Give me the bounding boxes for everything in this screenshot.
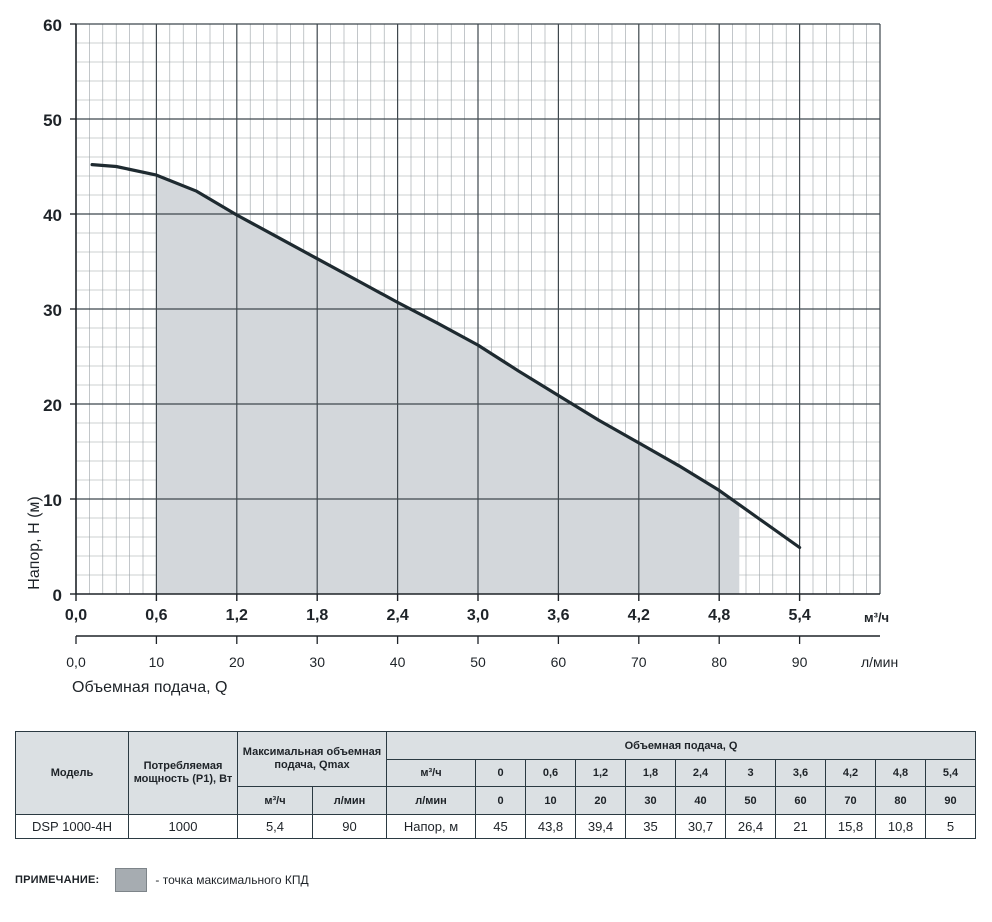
y-tick-label: 40 [43,206,62,225]
table-cell-head: 45 [475,814,526,839]
x-tick-label-lmin: 70 [631,654,647,670]
y-tick-label: 20 [43,396,62,415]
table-header-flow-lmin: 20 [575,786,626,815]
table-cell-head: 43,8 [525,814,576,839]
pump-curve-line [90,163,802,550]
x-axis-title: Объемная подача, Q [72,679,227,696]
x-tick-label-lmin: 40 [390,654,406,670]
table-cell-qmax-m3h: 5,4 [237,814,313,839]
table-cell-power: 1000 [128,814,238,839]
table-header-flow-lmin: 80 [875,786,926,815]
table-header-flow-m3h: 2,4 [675,759,726,787]
table-header-flow-m3h: 5,4 [924,759,977,787]
x-tick-label-m3h: 0,6 [145,607,167,624]
y-tick-label: 0 [53,586,62,605]
table-header-qmax-m3h: м³/ч [237,786,313,815]
y-axis-title: Напор, Н (м) [26,496,43,589]
table-header-flow-m3h: 0 [475,759,526,787]
table-cell-model: DSP 1000-4H [15,814,129,839]
performance-table: Модель Потребляемая мощность (P1), Вт Ма… [15,731,977,839]
table-header-flow-m3h: 0,6 [525,759,576,787]
table-cell-head: 35 [625,814,676,839]
table-header-flow-lmin: 30 [625,786,676,815]
table-cell-head-label: Напор, м [386,814,476,839]
table-header-flow-lmin: 50 [725,786,776,815]
x-tick-label-m3h: 1,8 [306,607,328,624]
x-tick-label-m3h: 1,2 [226,607,248,624]
table-header-power: Потребляемая мощность (P1), Вт [128,731,238,815]
table-header-model: Модель [15,731,129,815]
y-tick-label: 10 [43,491,62,510]
table-row-label-lmin: л/мин [386,786,476,815]
table-header-qmax: Максимальная объемная подача, Qmax [237,731,387,787]
x-tick-label-lmin: 80 [711,654,727,670]
x-tick-label-lmin: 30 [309,654,325,670]
table-header-flow-lmin: 60 [775,786,826,815]
y-tick-labels: 0 10 20 30 40 50 60 [43,16,76,605]
table-header-flow-m3h: 1,2 [575,759,626,787]
x-tick-label-lmin: 90 [792,654,808,670]
x-tick-label-lmin: 20 [229,654,245,670]
table-header-qmax-lmin: л/мин [312,786,387,815]
x-tick-label-m3h: 5,4 [788,607,810,624]
x-tick-label-m3h: 3,6 [547,607,569,624]
x-tick-labels-m3h: 0,0 0,6 1,2 1,8 2,4 3,0 3,6 4,2 4,8 5,4 [65,594,811,624]
x-tick-label-m3h: 3,0 [467,607,489,624]
x-tick-label-lmin: 50 [470,654,486,670]
table-cell-head: 10,8 [875,814,926,839]
x-unit-lmin: л/мин [861,654,898,670]
y-tick-label: 50 [43,111,62,130]
table-cell-head: 30,7 [675,814,726,839]
x-tick-label-m3h: 0,0 [65,607,87,624]
table-cell-head: 21 [775,814,826,839]
table-row-label-m3h: м³/ч [386,759,476,787]
table-header-flow-m3h: 4,8 [875,759,926,787]
table-header-flow-m3h: 3 [725,759,776,787]
note-label: ПРИМЕЧАНИЕ: [15,874,100,886]
x-tick-label-m3h: 2,4 [386,607,408,624]
table-cell-head: 15,8 [825,814,876,839]
table-header-flow-lmin: 90 [924,786,977,815]
y-tick-label: 60 [43,16,62,35]
table-cell-qmax-lmin: 90 [312,814,387,839]
table-cell-head-max-efficiency: 26,4 [725,814,776,839]
x-tick-label-lmin: 10 [149,654,165,670]
note: ПРИМЕЧАНИЕ: - точка максимального КПД [15,866,309,894]
x-tick-label-m3h: 4,8 [708,607,730,624]
working-range-area [156,175,740,595]
x-tick-label-m3h: 4,2 [628,607,650,624]
table-header-flow-lmin: 0 [475,786,526,815]
pump-performance-chart: 0 10 20 30 40 50 60 0,0 0,6 1,2 1,8 2,4 3,0 3,6 4,2 4,… [26,16,898,696]
table-header-flow-m3h: 3,6 [775,759,826,787]
chart-grid-major [76,23,881,594]
y-tick-label: 30 [43,301,62,320]
table-header-flow: Объемная подача, Q [385,731,977,760]
table-header-flow-lmin: 10 [525,786,576,815]
table-cell-head: 39,4 [575,814,626,839]
table-header-flow-m3h: 4,2 [825,759,876,787]
x-tick-label-lmin: 0,0 [66,654,86,670]
x-unit-m3h: м³/ч [864,610,889,625]
table-header-flow-lmin: 70 [825,786,876,815]
table-cell-head: 5 [924,814,977,839]
table-header-flow-lmin: 40 [675,786,726,815]
note-text: - точка максимального КПД [155,873,309,887]
x-tick-labels-lmin: 0,0 10 20 30 40 50 60 70 80 90 [66,636,808,670]
table-header-flow-m3h: 1,8 [625,759,676,787]
max-efficiency-swatch [115,868,148,892]
x-tick-label-lmin: 60 [551,654,567,670]
